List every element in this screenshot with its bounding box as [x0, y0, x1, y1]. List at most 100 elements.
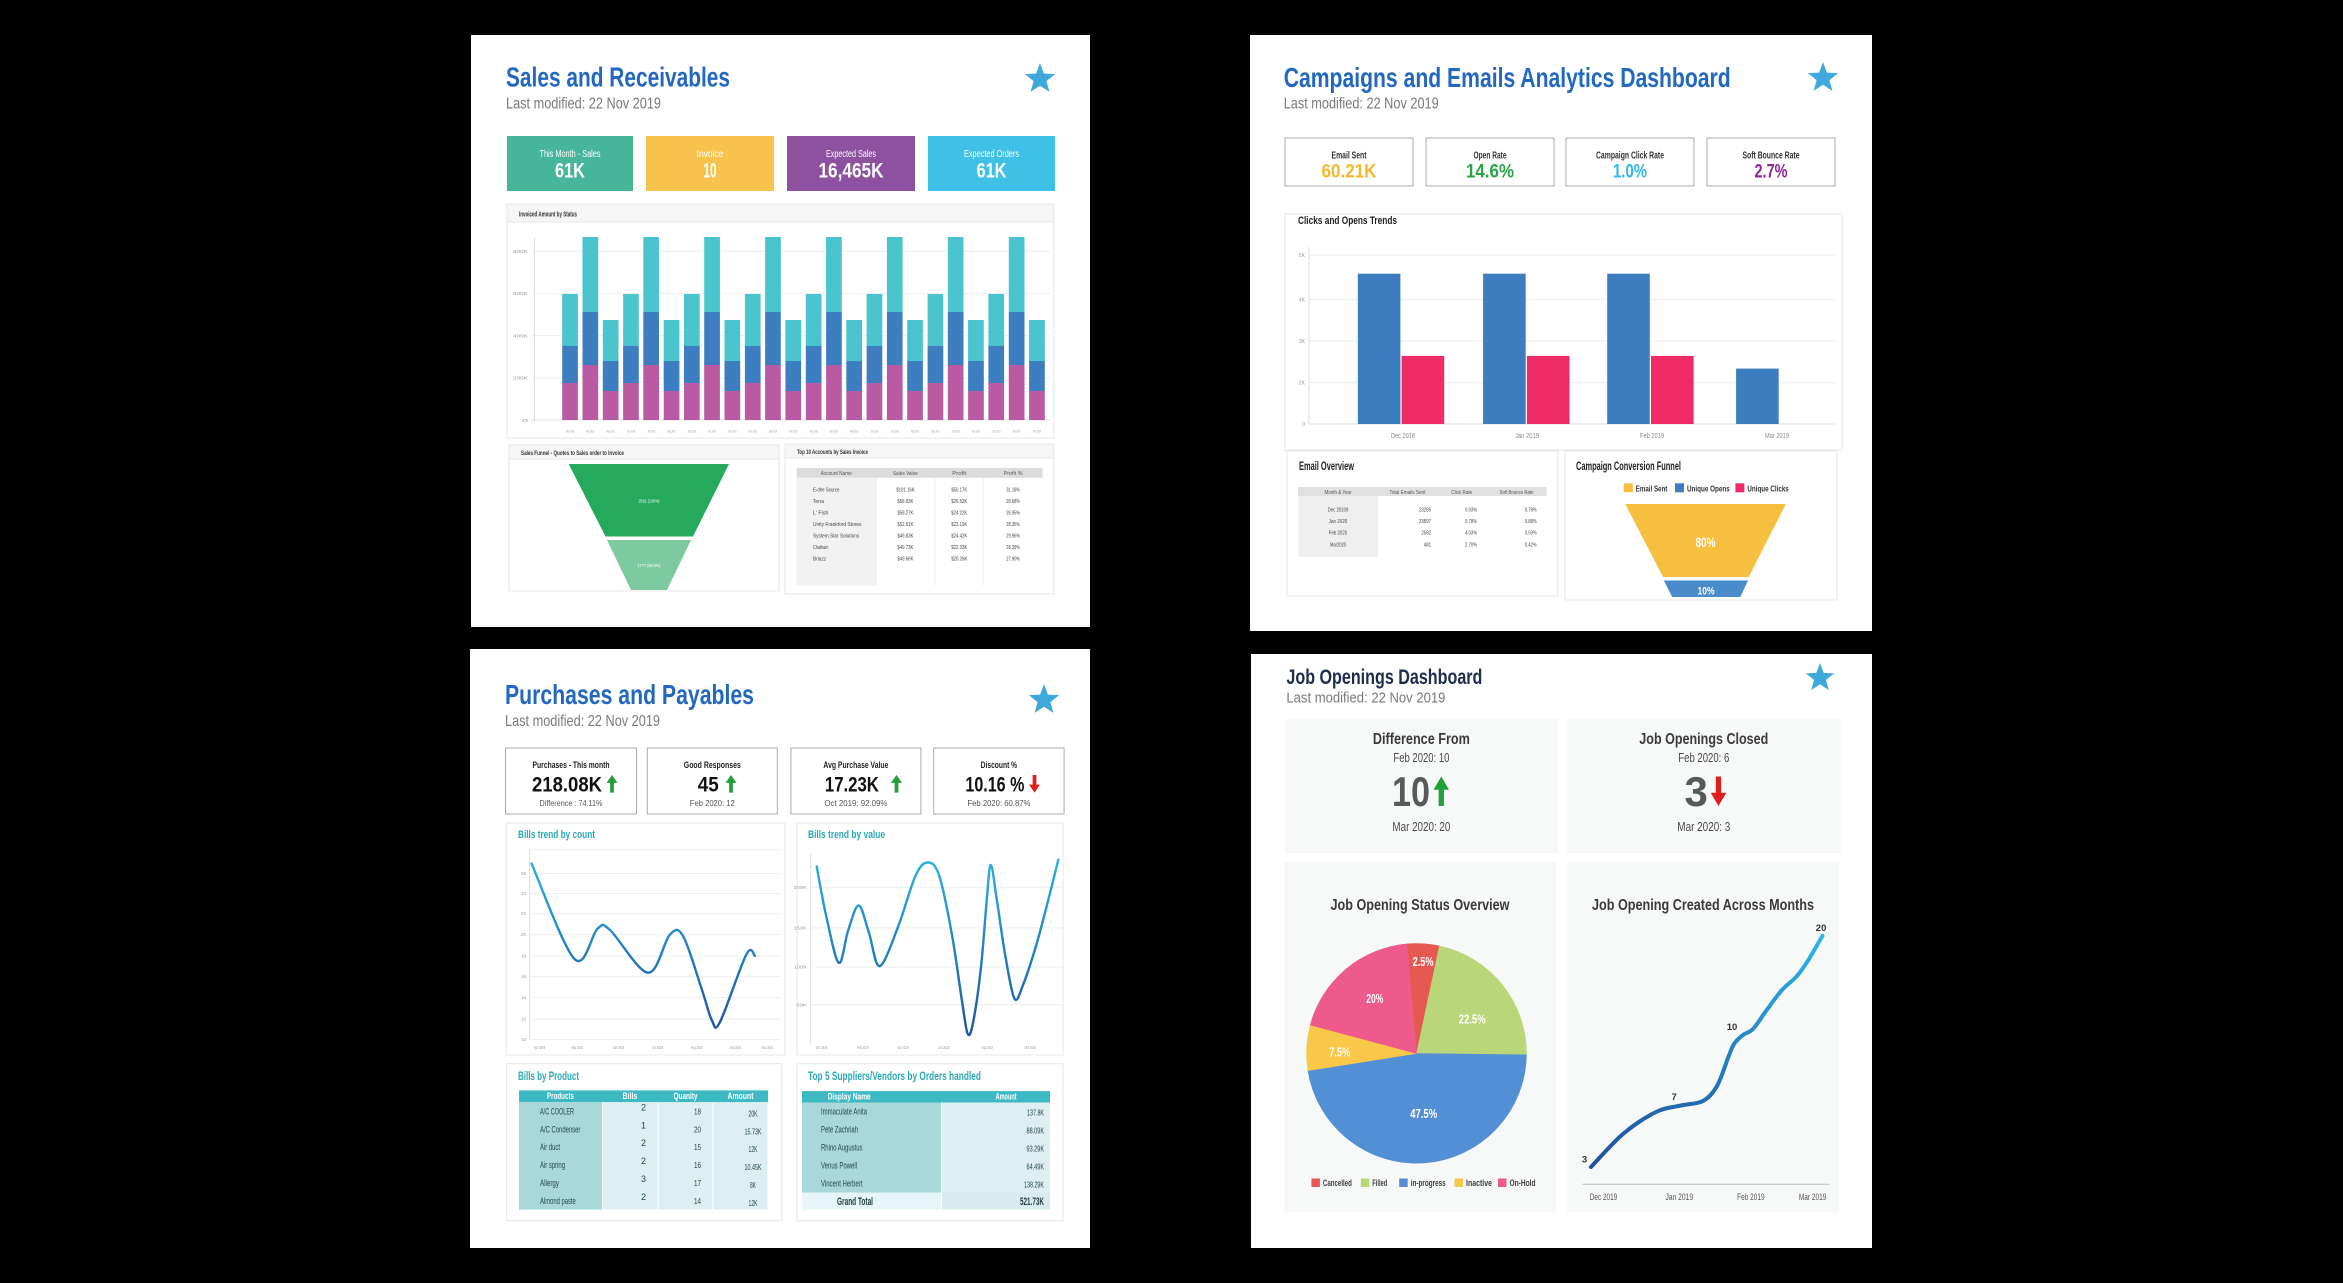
- svg-text:Sep 2019: Sep 2019: [931, 429, 939, 434]
- svg-text:2582: 2582: [1421, 531, 1431, 537]
- svg-text:20: 20: [694, 1125, 701, 1134]
- svg-text:14: 14: [694, 1197, 701, 1206]
- svg-text:0.79%: 0.79%: [1525, 507, 1537, 513]
- svg-text:Soft Bounce Rate: Soft Bounce Rate: [1500, 490, 1534, 496]
- svg-text:Mar 2020: 20: Mar 2020: 20: [1392, 820, 1450, 834]
- svg-text:Aug 2019: Aug 2019: [911, 429, 919, 434]
- svg-text:0.42%: 0.42%: [1525, 542, 1537, 548]
- svg-text:Invoiced Amount by Status: Invoiced Amount by Status: [519, 210, 577, 219]
- svg-text:E-dhe Source: E-dhe Source: [813, 487, 839, 493]
- svg-text:4.03%: 4.03%: [1465, 531, 1477, 537]
- svg-text:93.29K: 93.29K: [1027, 1145, 1045, 1154]
- svg-text:Feb 2020: 10: Feb 2020: 10: [1393, 751, 1449, 765]
- svg-text:Mar 2018: Mar 2018: [566, 429, 574, 434]
- svg-text:Unique Clicks: Unique Clicks: [1747, 484, 1789, 493]
- svg-text:Jan 2020: Jan 2020: [1013, 429, 1021, 434]
- svg-text:Apr 2018: Apr 2018: [586, 429, 594, 434]
- svg-text:Jan 2019: Jan 2019: [769, 429, 777, 434]
- svg-text:31.18%: 31.18%: [1006, 487, 1020, 493]
- svg-text:Profit %: Profit %: [1004, 471, 1023, 477]
- svg-text:Open Rate: Open Rate: [1474, 151, 1507, 162]
- svg-text:1777 (68.6%): 1777 (68.6%): [638, 563, 661, 568]
- svg-text:22.5%: 22.5%: [1459, 1013, 1486, 1027]
- svg-text:15: 15: [694, 1143, 701, 1152]
- svg-text:On-Hold: On-Hold: [1510, 1178, 1536, 1188]
- svg-text:Top 10 Accounts by Sales Invoi: Top 10 Accounts by Sales Invoice: [797, 449, 868, 456]
- svg-text:10.45K: 10.45K: [745, 1163, 762, 1172]
- svg-text:8K: 8K: [750, 1181, 756, 1190]
- svg-text:Mar 2019: Mar 2019: [1765, 433, 1789, 440]
- svg-text:Job Openings Dashboard: Job Openings Dashboard: [1286, 666, 1482, 689]
- svg-text:Terra: Terra: [813, 499, 824, 505]
- svg-text:Feb 2019: Feb 2019: [789, 429, 797, 434]
- svg-text:2: 2: [641, 1156, 646, 1166]
- svg-text:Jul 2019: Jul 2019: [891, 429, 899, 434]
- svg-text:Campaigns and Emails Analytics: Campaigns and Emails Analytics Dashboard: [1284, 62, 1731, 93]
- svg-text:28.68%: 28.68%: [1006, 499, 1020, 505]
- svg-text:Unity Frankford Stores: Unity Frankford Stores: [813, 522, 862, 528]
- svg-text:Jan 2019: Jan 2019: [1666, 1192, 1694, 1203]
- svg-text:10: 10: [521, 1037, 527, 1042]
- svg-text:0: 0: [522, 418, 529, 423]
- svg-text:Feb 2020: 60.87%: Feb 2020: 60.87%: [967, 798, 1030, 808]
- svg-text:Expected Sales: Expected Sales: [826, 149, 876, 160]
- svg-text:Bills trend by count: Bills trend by count: [518, 829, 595, 841]
- svg-text:10: 10: [1727, 1022, 1738, 1033]
- svg-text:218.08K: 218.08K: [532, 774, 602, 797]
- svg-text:Difference From: Difference From: [1373, 731, 1470, 748]
- svg-text:Mar 2020: 3: Mar 2020: 3: [1677, 820, 1730, 834]
- svg-text:Total Emails Sent: Total Emails Sent: [1390, 490, 1426, 496]
- svg-text:Sales Value: Sales Value: [893, 471, 918, 477]
- svg-text:Vincent Herbert: Vincent Herbert: [821, 1179, 863, 1189]
- svg-text:Profit: Profit: [952, 471, 967, 477]
- svg-text:2K: 2K: [1299, 381, 1306, 387]
- svg-text:Feb 2020: Feb 2020: [1329, 531, 1347, 537]
- svg-text:Purchases and Payables: Purchases and Payables: [505, 679, 754, 710]
- svg-text:7: 7: [1672, 1092, 1677, 1103]
- svg-text:10%: 10%: [1698, 586, 1715, 598]
- svg-text:Bills by Product: Bills by Product: [518, 1069, 579, 1083]
- svg-text:200K: 200K: [513, 376, 529, 381]
- svg-text:2: 2: [641, 1192, 646, 1202]
- svg-text:100K: 100K: [794, 965, 807, 970]
- svg-text:Almond paste: Almond paste: [540, 1196, 576, 1206]
- svg-text:Nov 2019: Nov 2019: [762, 1045, 774, 1050]
- svg-text:Discount %: Discount %: [981, 760, 1018, 771]
- svg-text:L' Fish: L' Fish: [813, 510, 829, 516]
- svg-text:Job Opening Created Across Mon: Job Opening Created Across Months: [1592, 897, 1814, 914]
- svg-text:16: 16: [694, 1161, 701, 1170]
- svg-text:0: 0: [1302, 422, 1305, 428]
- svg-text:Pete Zachriah: Pete Zachriah: [821, 1125, 858, 1135]
- svg-text:Click Rate: Click Rate: [1451, 490, 1472, 496]
- svg-text:28.35%: 28.35%: [1006, 522, 1020, 528]
- svg-text:Oct 2018: Oct 2018: [708, 429, 716, 434]
- svg-text:26.95%: 26.95%: [1006, 510, 1020, 516]
- svg-text:Dec 2018: Dec 2018: [1391, 433, 1415, 440]
- svg-text:$49.73K: $49.73K: [897, 545, 914, 551]
- svg-text:Dec 2019: Dec 2019: [992, 429, 1000, 434]
- svg-text:Good Responses: Good Responses: [684, 760, 741, 771]
- svg-text:Quanity: Quanity: [674, 1091, 698, 1101]
- svg-text:20: 20: [1816, 923, 1827, 934]
- svg-text:Jan 2020: Jan 2020: [1329, 519, 1347, 525]
- svg-text:Immaculate Anita: Immaculate Anita: [821, 1107, 867, 1117]
- svg-text:3: 3: [641, 1174, 646, 1184]
- svg-text:5K: 5K: [1299, 253, 1306, 259]
- svg-text:0.78%: 0.78%: [1465, 519, 1477, 525]
- svg-text:14.6%: 14.6%: [1466, 162, 1514, 183]
- svg-text:Jun 2019: Jun 2019: [938, 1045, 950, 1050]
- svg-text:12: 12: [521, 1017, 527, 1022]
- svg-text:A/C COOLER: A/C COOLER: [540, 1106, 574, 1116]
- svg-text:27.90%: 27.90%: [1006, 556, 1020, 562]
- svg-text:2.5%: 2.5%: [1413, 955, 1434, 969]
- svg-text:14: 14: [521, 995, 527, 1000]
- svg-text:20: 20: [521, 932, 527, 937]
- svg-text:Feb 2019: Feb 2019: [1640, 433, 1664, 440]
- svg-text:Feb 2020: 12: Feb 2020: 12: [690, 798, 735, 808]
- svg-text:150K: 150K: [794, 926, 807, 931]
- svg-text:88.09K: 88.09K: [1027, 1127, 1045, 1136]
- svg-text:28.39%: 28.39%: [1006, 545, 1020, 551]
- svg-text:3: 3: [1582, 1154, 1587, 1165]
- svg-text:A/C Condenser: A/C Condenser: [540, 1124, 580, 1134]
- svg-text:18: 18: [694, 1107, 701, 1116]
